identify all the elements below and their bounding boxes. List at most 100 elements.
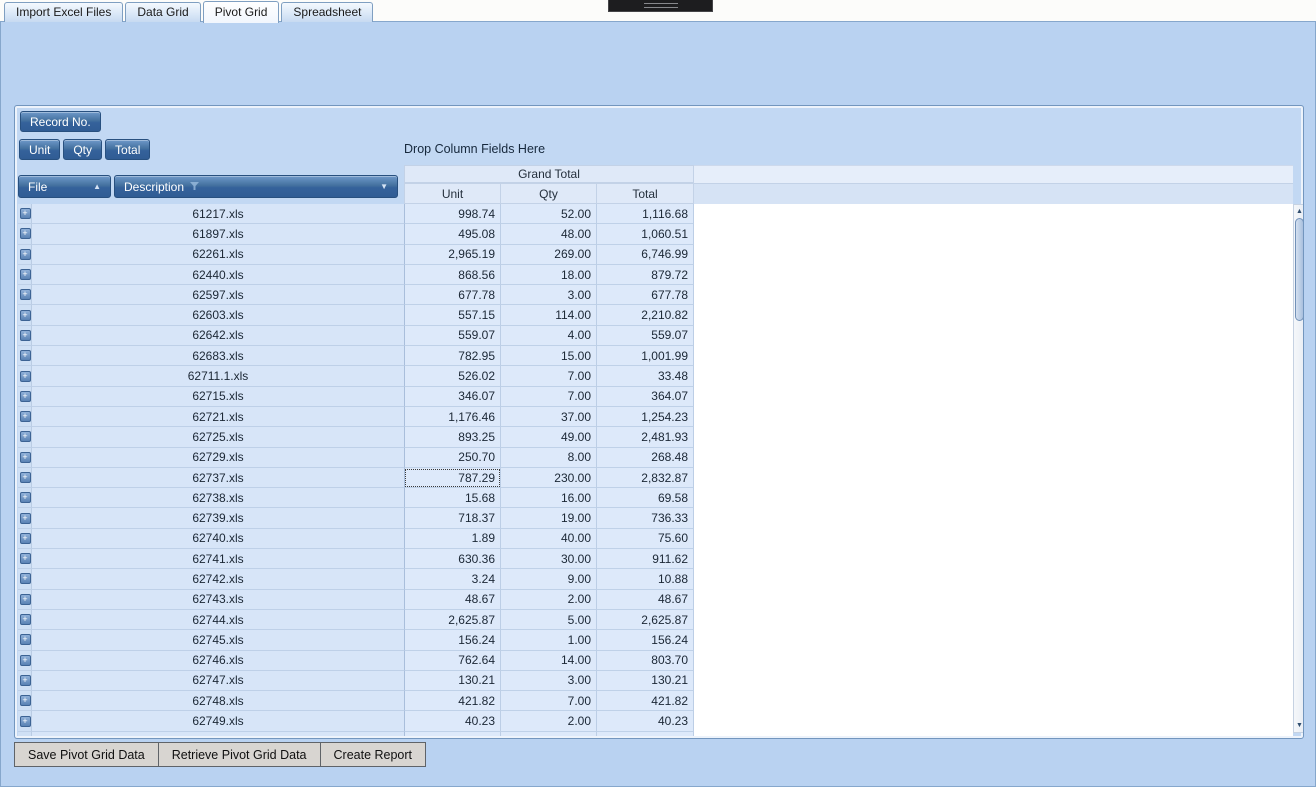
field-description[interactable]: Description ▼: [114, 175, 398, 198]
qty-value-cell[interactable]: 40.00: [501, 528, 597, 550]
qty-value-cell[interactable]: 1.00: [501, 630, 597, 651]
total-value-cell[interactable]: 10.88: [597, 569, 694, 590]
total-value-cell[interactable]: 1,001.99: [597, 346, 694, 367]
total-value-cell[interactable]: 911.62: [597, 549, 694, 570]
total-value-cell[interactable]: 156.24: [597, 630, 694, 651]
row-file-cell[interactable]: 62744.xls: [32, 609, 404, 631]
qty-value-cell[interactable]: 7.00: [501, 366, 597, 387]
expand-row-icon[interactable]: +: [19, 634, 31, 646]
expand-row-icon[interactable]: +: [19, 674, 31, 686]
total-value-cell[interactable]: 2,625.87: [597, 609, 694, 631]
row-file-cell[interactable]: 62597.xls: [32, 285, 404, 306]
qty-value-cell[interactable]: 16.00: [501, 488, 597, 509]
row-file-cell[interactable]: 62737.xls: [32, 467, 404, 489]
scrollbar-thumb[interactable]: [1295, 218, 1303, 321]
unit-value-cell[interactable]: 156.24: [404, 630, 501, 651]
expand-row-icon[interactable]: +: [19, 654, 31, 666]
tab-import-excel-files[interactable]: Import Excel Files: [4, 2, 124, 22]
expand-row-icon[interactable]: +: [19, 532, 31, 544]
row-file-cell[interactable]: 62642.xls: [32, 325, 404, 347]
qty-column-header[interactable]: Qty: [501, 183, 597, 204]
expand-row-icon[interactable]: +: [19, 350, 31, 362]
total-value-cell[interactable]: 364.07: [597, 386, 694, 407]
total-value-cell[interactable]: 1,116.68: [597, 204, 694, 225]
row-file-cell[interactable]: 62738.xls: [32, 488, 404, 509]
qty-value-cell[interactable]: 14.00: [501, 650, 597, 671]
row-file-cell[interactable]: 62749.xls: [32, 711, 404, 732]
expand-row-icon[interactable]: +: [19, 390, 31, 402]
grand-total-header[interactable]: Grand Total: [404, 165, 694, 183]
tab-data-grid[interactable]: Data Grid: [125, 2, 201, 22]
expand-row-icon[interactable]: +: [19, 573, 31, 585]
total-value-cell[interactable]: 736.33: [597, 508, 694, 529]
qty-value-cell[interactable]: 5.00: [501, 609, 597, 631]
row-file-cell[interactable]: 62739.xls: [32, 508, 404, 529]
total-value-cell[interactable]: 677.78: [597, 285, 694, 306]
expand-row-icon[interactable]: +: [19, 289, 31, 301]
expand-row-icon[interactable]: +: [19, 208, 31, 220]
column-drop-hint[interactable]: Drop Column Fields Here: [404, 142, 546, 156]
unit-value-cell[interactable]: 130.21: [404, 670, 501, 692]
field-unit[interactable]: Unit: [19, 139, 61, 160]
unit-value-cell[interactable]: 868.56: [404, 264, 501, 286]
total-value-cell[interactable]: 2,481.93: [597, 427, 694, 448]
row-file-cell[interactable]: 62715.xls: [32, 386, 404, 407]
tab-spreadsheet[interactable]: Spreadsheet: [281, 2, 374, 22]
unit-value-cell[interactable]: 893.25: [404, 427, 501, 448]
expand-row-icon[interactable]: +: [19, 370, 31, 382]
unit-value-cell[interactable]: 250.70: [404, 447, 501, 468]
unit-value-cell[interactable]: 557.15: [404, 305, 501, 326]
total-value-cell[interactable]: 6,746.99: [597, 244, 694, 265]
unit-value-cell[interactable]: 630.36: [404, 549, 501, 570]
qty-value-cell[interactable]: 52.00: [501, 204, 597, 225]
unit-value-cell[interactable]: 3.24: [404, 569, 501, 590]
row-file-cell[interactable]: 62747.xls: [32, 670, 404, 692]
expand-row-icon[interactable]: +: [19, 715, 31, 727]
save-pivot-grid-data-button[interactable]: Save Pivot Grid Data: [14, 742, 159, 767]
qty-value-cell[interactable]: 269.00: [501, 244, 597, 265]
total-value-cell[interactable]: 268.48: [597, 447, 694, 468]
expand-row-icon[interactable]: +: [19, 228, 31, 240]
unit-value-cell[interactable]: 559.07: [404, 325, 501, 347]
row-file-cell[interactable]: 62742.xls: [32, 569, 404, 590]
unit-value-cell[interactable]: 346.07: [404, 386, 501, 407]
total-value-cell[interactable]: 2,832.87: [597, 467, 694, 489]
unit-value-cell[interactable]: 1,176.46: [404, 406, 501, 428]
row-file-cell[interactable]: 62683.xls: [32, 346, 404, 367]
unit-value-cell[interactable]: 15.68: [404, 488, 501, 509]
unit-value-cell[interactable]: 1.89: [404, 528, 501, 550]
unit-value-cell[interactable]: 787.29: [404, 467, 501, 489]
row-file-cell[interactable]: 61897.xls: [32, 224, 404, 245]
unit-value-cell[interactable]: 762.64: [404, 650, 501, 671]
vertical-scrollbar[interactable]: ▲ ▼: [1293, 204, 1303, 733]
row-file-cell[interactable]: 61217.xls: [32, 204, 404, 225]
scroll-down-icon[interactable]: ▼: [1296, 722, 1303, 729]
qty-value-cell[interactable]: 8.00: [501, 447, 597, 468]
total-value-cell[interactable]: 803.70: [597, 650, 694, 671]
row-file-cell[interactable]: 62603.xls: [32, 305, 404, 326]
retrieve-pivot-grid-data-button[interactable]: Retrieve Pivot Grid Data: [157, 742, 321, 767]
qty-value-cell[interactable]: 4.00: [501, 325, 597, 347]
row-file-cell[interactable]: 62741.xls: [32, 549, 404, 570]
expand-row-icon[interactable]: +: [19, 431, 31, 443]
total-value-cell[interactable]: 1,254.23: [597, 406, 694, 428]
table-row-partial[interactable]: [18, 732, 694, 736]
expand-row-icon[interactable]: +: [19, 512, 31, 524]
total-value-cell[interactable]: 1,060.51: [597, 224, 694, 245]
row-file-cell[interactable]: 62745.xls: [32, 630, 404, 651]
qty-value-cell[interactable]: 18.00: [501, 264, 597, 286]
qty-value-cell[interactable]: 2.00: [501, 589, 597, 610]
total-value-cell[interactable]: 559.07: [597, 325, 694, 347]
expand-row-icon[interactable]: +: [19, 614, 31, 626]
total-value-cell[interactable]: 40.23: [597, 711, 694, 732]
qty-value-cell[interactable]: 7.00: [501, 386, 597, 407]
qty-value-cell[interactable]: 7.00: [501, 691, 597, 712]
expand-row-icon[interactable]: +: [19, 472, 31, 483]
expand-row-icon[interactable]: +: [19, 451, 31, 463]
expand-row-icon[interactable]: +: [19, 411, 31, 423]
row-file-cell[interactable]: 62261.xls: [32, 244, 404, 265]
screen-capture-toolbar[interactable]: [608, 0, 713, 12]
qty-value-cell[interactable]: 9.00: [501, 569, 597, 590]
total-value-cell[interactable]: 33.48: [597, 366, 694, 387]
total-value-cell[interactable]: 879.72: [597, 264, 694, 286]
